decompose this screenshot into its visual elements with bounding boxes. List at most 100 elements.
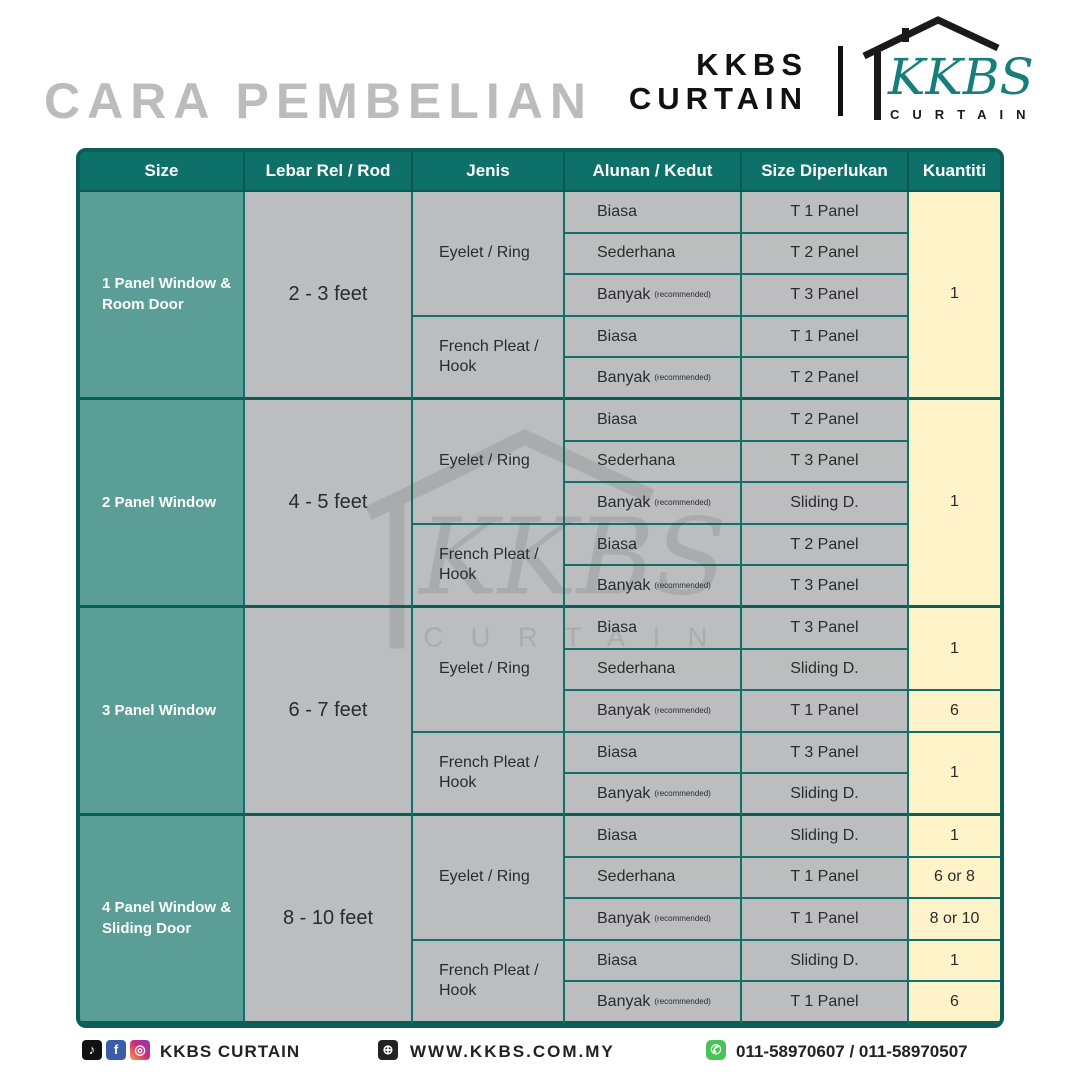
quantity-cell: 8 or 10 bbox=[909, 899, 1000, 941]
recommended-note: (recommended) bbox=[654, 581, 711, 591]
alunan-label: Biasa bbox=[597, 951, 638, 969]
recommended-note: (recommended) bbox=[654, 290, 711, 300]
size-required-cell: T 3 Panel bbox=[742, 732, 909, 775]
size-required-cell: T 3 Panel bbox=[742, 607, 909, 650]
quantity-cell: 6 bbox=[909, 691, 1000, 733]
size-cell: 1 Panel Window & Room Door bbox=[80, 192, 245, 400]
jenis-cell: Eyelet / Ring bbox=[413, 192, 565, 317]
alunan-label: Biasa bbox=[597, 826, 638, 844]
alunan-label: Banyak bbox=[597, 285, 651, 303]
size-required-cell: T 1 Panel bbox=[742, 691, 909, 733]
column-header: Kuantiti bbox=[909, 152, 1000, 192]
svg-text:KKBS: KKBS bbox=[887, 48, 1034, 106]
footer: ♪ f ◎ KKBS CURTAIN ⊕ WWW.KKBS.COM.MY ✆ 0… bbox=[82, 1040, 1002, 1064]
alunan-label: Biasa bbox=[597, 618, 638, 636]
alunan-cell: Banyak (recommended) bbox=[565, 566, 742, 608]
alunan-label: Banyak bbox=[597, 493, 651, 511]
alunan-label: Biasa bbox=[597, 410, 638, 428]
divider bbox=[838, 46, 843, 116]
size-required-cell: T 1 Panel bbox=[742, 316, 909, 359]
alunan-cell: Banyak (recommended) bbox=[565, 275, 742, 317]
jenis-cell: Eyelet / Ring bbox=[413, 399, 565, 525]
svg-text:CURTAIN: CURTAIN bbox=[890, 107, 1039, 122]
alunan-cell: Banyak (recommended) bbox=[565, 358, 742, 400]
alunan-label: Sederhana bbox=[597, 868, 676, 886]
whatsapp-icon: ✆ bbox=[706, 1040, 726, 1060]
size-required-cell: T 3 Panel bbox=[742, 566, 909, 608]
jenis-cell: French Pleat / Hook bbox=[413, 732, 565, 816]
quantity-cell: 6 or 8 bbox=[909, 857, 1000, 900]
alunan-label: Banyak bbox=[597, 368, 651, 386]
alunan-cell: Sederhana bbox=[565, 649, 742, 692]
phone-numbers[interactable]: 011-58970607 / 011-58970507 bbox=[736, 1042, 968, 1061]
size-required-cell: T 2 Panel bbox=[742, 399, 909, 442]
social-handle[interactable]: KKBS CURTAIN bbox=[160, 1042, 301, 1061]
tiktok-icon[interactable]: ♪ bbox=[82, 1040, 102, 1060]
alunan-cell: Sederhana bbox=[565, 441, 742, 484]
jenis-cell: Eyelet / Ring bbox=[413, 815, 565, 941]
quantity-cell: 1 bbox=[909, 940, 1000, 983]
alunan-label: Biasa bbox=[597, 202, 638, 220]
size-required-cell: Sliding D. bbox=[742, 774, 909, 816]
alunan-cell: Banyak (recommended) bbox=[565, 899, 742, 941]
alunan-cell: Sederhana bbox=[565, 857, 742, 900]
quantity-cell: 1 bbox=[909, 607, 1000, 692]
jenis-cell: French Pleat / Hook bbox=[413, 316, 565, 400]
alunan-label: Banyak bbox=[597, 992, 651, 1010]
alunan-cell: Biasa bbox=[565, 316, 742, 359]
jenis-cell: French Pleat / Hook bbox=[413, 940, 565, 1024]
rod-width-cell: 2 - 3 feet bbox=[245, 192, 413, 400]
alunan-label: Banyak bbox=[597, 576, 651, 594]
alunan-label: Sederhana bbox=[597, 660, 676, 678]
recommended-note: (recommended) bbox=[654, 706, 711, 716]
size-required-cell: Sliding D. bbox=[742, 483, 909, 525]
alunan-label: Sederhana bbox=[597, 452, 676, 470]
size-required-cell: T 2 Panel bbox=[742, 233, 909, 276]
alunan-cell: Biasa bbox=[565, 607, 742, 650]
column-header: Jenis bbox=[413, 152, 565, 192]
size-required-cell: Sliding D. bbox=[742, 815, 909, 858]
alunan-cell: Banyak (recommended) bbox=[565, 774, 742, 816]
size-required-cell: T 2 Panel bbox=[742, 358, 909, 400]
kkbs-logo: KKBS CURTAIN bbox=[862, 16, 1039, 122]
alunan-cell: Sederhana bbox=[565, 233, 742, 276]
recommended-note: (recommended) bbox=[654, 914, 711, 924]
alunan-label: Banyak bbox=[597, 909, 651, 927]
size-required-cell: T 1 Panel bbox=[742, 899, 909, 941]
size-required-cell: T 1 Panel bbox=[742, 982, 909, 1024]
column-header: Lebar Rel / Rod bbox=[245, 152, 413, 192]
alunan-cell: Biasa bbox=[565, 940, 742, 983]
rod-width-cell: 6 - 7 feet bbox=[245, 607, 413, 816]
alunan-label: Banyak bbox=[597, 701, 651, 719]
jenis-cell: French Pleat / Hook bbox=[413, 524, 565, 608]
recommended-note: (recommended) bbox=[654, 373, 711, 383]
size-required-cell: T 1 Panel bbox=[742, 192, 909, 234]
brand-line-1: KKBS bbox=[696, 47, 808, 82]
instagram-icon[interactable]: ◎ bbox=[130, 1040, 150, 1060]
quantity-cell: 1 bbox=[909, 192, 1000, 400]
size-required-cell: T 3 Panel bbox=[742, 441, 909, 484]
recommended-note: (recommended) bbox=[654, 789, 711, 799]
size-required-cell: Sliding D. bbox=[742, 940, 909, 983]
size-required-cell: T 3 Panel bbox=[742, 275, 909, 317]
size-cell: 2 Panel Window bbox=[80, 399, 245, 608]
rod-width-cell: 8 - 10 feet bbox=[245, 815, 413, 1024]
brand-line-2: CURTAIN bbox=[628, 81, 808, 116]
brand-name: KKBS CURTAIN bbox=[620, 48, 808, 116]
size-required-cell: T 1 Panel bbox=[742, 857, 909, 900]
alunan-cell: Biasa bbox=[565, 524, 742, 567]
alunan-cell: Banyak (recommended) bbox=[565, 982, 742, 1024]
alunan-cell: Banyak (recommended) bbox=[565, 483, 742, 525]
quantity-cell: 6 bbox=[909, 982, 1000, 1024]
quantity-cell: 1 bbox=[909, 732, 1000, 816]
page-title: CARA PEMBELIAN bbox=[44, 73, 593, 129]
purchase-table: Size Lebar Rel / Rod Jenis Alunan / Kedut Si… bbox=[76, 148, 1004, 1028]
column-header: Alunan / Kedut bbox=[565, 152, 742, 192]
website-link[interactable]: WWW.KKBS.COM.MY bbox=[410, 1042, 615, 1061]
facebook-icon[interactable]: f bbox=[106, 1040, 126, 1060]
alunan-cell: Banyak (recommended) bbox=[565, 691, 742, 733]
size-cell: 3 Panel Window bbox=[80, 607, 245, 816]
alunan-label: Biasa bbox=[597, 743, 638, 761]
recommended-note: (recommended) bbox=[654, 498, 711, 508]
size-required-cell: T 2 Panel bbox=[742, 524, 909, 567]
